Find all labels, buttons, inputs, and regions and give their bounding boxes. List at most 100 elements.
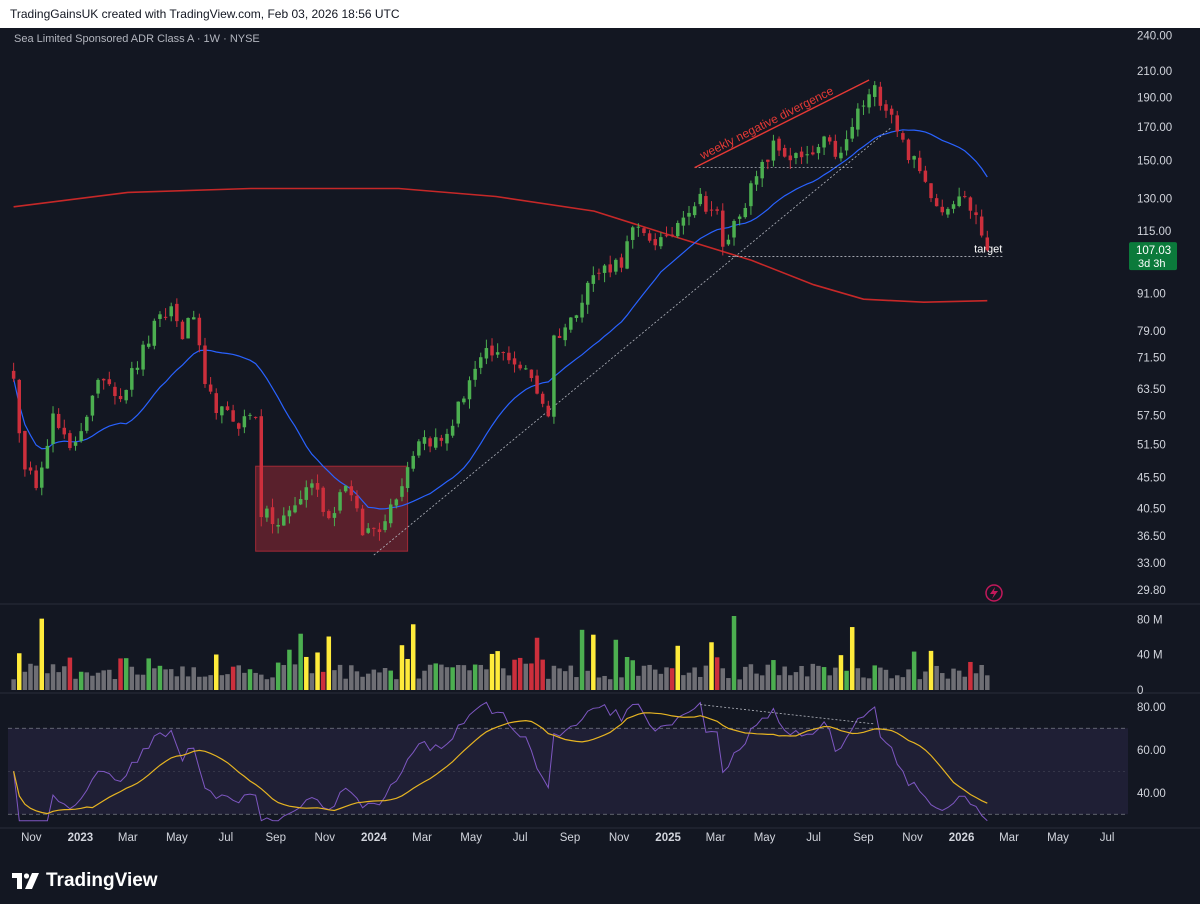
volume-bar	[934, 665, 939, 690]
slow-ma-line	[13, 187, 988, 304]
price-tick-label: 36.50	[1137, 531, 1166, 543]
price-tick-label: 210.00	[1137, 66, 1172, 78]
volume-bar	[501, 668, 506, 690]
volume-bar	[168, 669, 174, 690]
candle-body	[608, 264, 612, 273]
price-tick-label: 51.50	[1137, 440, 1166, 452]
volume-bar	[174, 676, 180, 690]
volume-bar	[101, 670, 106, 690]
volume-bar	[202, 676, 208, 690]
price-tick-label: 63.50	[1137, 384, 1166, 396]
volume-bar	[658, 673, 664, 690]
time-tick-label: Mar	[999, 832, 1019, 844]
volume-bar	[22, 671, 28, 690]
candle-body	[546, 405, 551, 417]
candle-body	[737, 216, 742, 219]
volume-bar	[17, 653, 22, 690]
chart-area[interactable]: Sea Limited Sponsored ADR Class A · 1W ·…	[0, 28, 1200, 852]
volume-bar	[804, 676, 810, 690]
candle-body	[293, 505, 297, 513]
time-tick-label: 2024	[361, 832, 387, 844]
candle-body	[259, 416, 264, 518]
candle-body	[625, 241, 629, 269]
header-bar: TradingGainsUK created with TradingView.…	[0, 0, 1200, 28]
price-tick-label: 45.50	[1137, 473, 1166, 485]
candle-body	[90, 395, 95, 416]
candle-body	[681, 217, 686, 226]
time-tick-label: Sep	[853, 832, 873, 844]
candle-body	[895, 115, 899, 132]
time-tick-label: Nov	[609, 832, 630, 844]
volume-bar	[354, 671, 360, 690]
candle-body	[642, 228, 646, 234]
time-tick-label: May	[754, 832, 776, 844]
candle-body	[17, 379, 22, 434]
candle-body	[141, 344, 145, 370]
candle-body	[760, 161, 764, 179]
price-tick-label: 115.00	[1137, 226, 1171, 238]
candle-body	[79, 431, 83, 442]
candle-body	[884, 104, 888, 111]
candle-body	[721, 210, 725, 247]
candle-body	[540, 393, 545, 404]
volume-bar	[427, 664, 433, 690]
time-tick-label: Jul	[806, 832, 821, 844]
candle-body	[602, 265, 607, 273]
volume-bar	[923, 671, 928, 690]
candle-body	[749, 183, 753, 207]
candle-body	[630, 227, 635, 240]
candle-body	[653, 239, 657, 246]
candle-body	[676, 222, 680, 237]
volume-bar	[517, 657, 523, 690]
volume-bar	[236, 665, 241, 690]
volume-bar	[709, 642, 714, 690]
candle-body	[934, 198, 939, 207]
candle-body	[45, 445, 50, 469]
volume-bar	[118, 658, 123, 690]
volume-bar	[619, 677, 624, 690]
candle-body	[180, 321, 185, 340]
price-tick-label: 91.00	[1137, 288, 1166, 300]
current-price-value: 107.03	[1136, 245, 1171, 257]
volume-bar	[180, 666, 185, 690]
volume-bar	[889, 678, 894, 690]
candle-body	[518, 364, 522, 369]
volume-bar	[692, 667, 697, 690]
candle-body	[732, 220, 736, 238]
volume-bar	[782, 666, 787, 690]
volume-bar	[394, 679, 399, 690]
candle-body	[484, 348, 489, 359]
candle-body	[428, 438, 432, 447]
volume-bar	[456, 664, 461, 690]
candle-body	[315, 483, 320, 490]
candle-body	[687, 212, 691, 217]
price-tick-label: 57.50	[1137, 410, 1166, 422]
volume-bar	[731, 615, 737, 690]
uptrend-line	[373, 126, 892, 556]
volume-bar	[56, 672, 61, 690]
volume-bar	[242, 672, 247, 690]
candle-body	[839, 152, 843, 159]
candle-body	[349, 486, 354, 496]
time-tick-label: Mar	[706, 832, 726, 844]
volume-bar	[298, 633, 303, 690]
volume-bar	[883, 669, 889, 690]
candle-body	[743, 207, 748, 218]
brand[interactable]: TradingView	[12, 870, 158, 892]
volume-bar	[895, 675, 900, 690]
volume-bar	[247, 669, 253, 690]
volume-bar	[951, 668, 956, 690]
volume-bar	[185, 676, 191, 690]
volume-bar	[219, 675, 225, 690]
candle-body	[158, 314, 162, 319]
candle-body	[175, 303, 179, 322]
volume-bar	[596, 677, 602, 690]
volume-bar	[968, 661, 973, 690]
volume-bar	[607, 679, 613, 690]
candle-body	[191, 317, 196, 320]
volume-bar	[827, 675, 832, 690]
volume-bar	[591, 634, 596, 690]
volume-bar	[529, 663, 534, 690]
candle-body	[867, 94, 871, 108]
volume-bar	[574, 677, 579, 690]
